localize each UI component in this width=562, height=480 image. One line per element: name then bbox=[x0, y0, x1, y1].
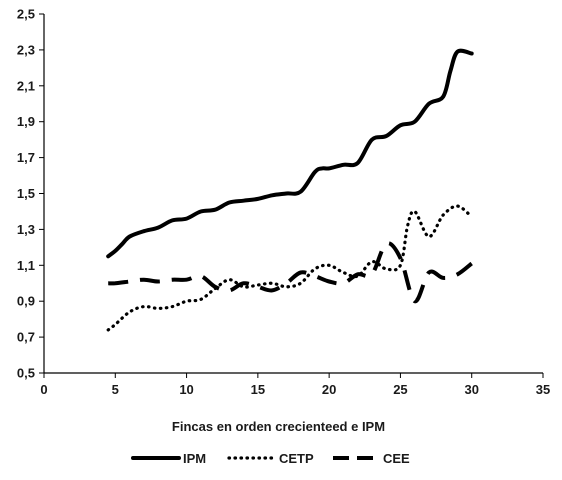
chart-plot-area bbox=[106, 48, 474, 332]
y-tick-label: 1,5 bbox=[17, 186, 35, 201]
series-line-cee bbox=[108, 241, 473, 304]
x-tick-label: 5 bbox=[112, 382, 119, 397]
x-axis-title: Fincas en orden crecienteed e IPM bbox=[172, 419, 385, 434]
x-tick-label: 25 bbox=[393, 382, 407, 397]
x-tick-label: 30 bbox=[464, 382, 478, 397]
y-tick-label: 2,1 bbox=[17, 78, 35, 93]
x-tick-label: 10 bbox=[179, 382, 193, 397]
y-tick-label: 0,5 bbox=[17, 366, 35, 381]
legend-label-ipm: IPM bbox=[183, 451, 206, 466]
legend-label-cee: CEE bbox=[383, 451, 410, 466]
y-tick-label: 2,5 bbox=[17, 7, 35, 22]
x-tick-label: 15 bbox=[251, 382, 265, 397]
legend-label-cetp: CETP bbox=[279, 451, 314, 466]
y-tick-label: 1,3 bbox=[17, 222, 35, 237]
chart-axes: 0 5 10 15 20 25 30 35 0,5 0,7 0,9 1,1 1,3 1,5 1,7 1,9 2,… bbox=[17, 7, 550, 398]
y-tick-label: 1,9 bbox=[17, 114, 35, 129]
y-tick-label: 0,7 bbox=[17, 330, 35, 345]
x-tick-label: 0 bbox=[40, 382, 47, 397]
y-tick-label: 1,1 bbox=[17, 258, 35, 273]
chart-legend: IPM CETP CEE bbox=[131, 451, 410, 466]
y-tick-label: 1,7 bbox=[17, 150, 35, 165]
y-tick-label: 2,3 bbox=[17, 42, 35, 57]
series-line-cetp bbox=[106, 204, 474, 332]
series-line-ipm bbox=[106, 48, 474, 259]
y-tick-label: 0,9 bbox=[17, 294, 35, 309]
x-tick-label: 20 bbox=[322, 382, 336, 397]
x-tick-label: 35 bbox=[536, 382, 550, 397]
